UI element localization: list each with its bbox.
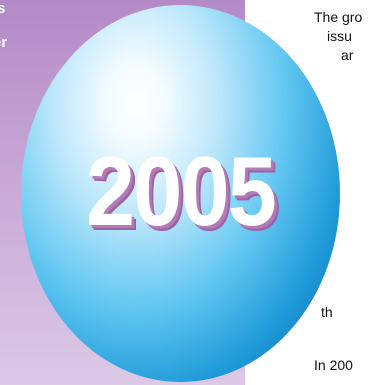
text-line: The gro <box>314 9 363 25</box>
side-panel-heading-line-1: s <box>0 0 6 17</box>
text-line: issu <box>327 28 352 44</box>
text-line: ar <box>341 47 354 63</box>
year-label: 2005 <box>85 136 277 246</box>
text-line: th <box>321 304 333 320</box>
year-sphere-graphic: 2005 <box>21 5 340 382</box>
side-panel-heading-line-2: er <box>0 34 8 51</box>
text-line: In 200 <box>314 357 353 373</box>
